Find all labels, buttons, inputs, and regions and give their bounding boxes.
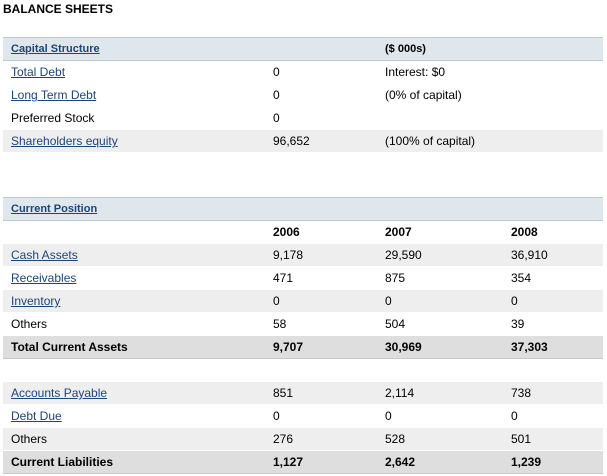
- table-cell: 29,590: [377, 243, 503, 267]
- header-spacer: [503, 197, 603, 221]
- spacer-row: [3, 358, 603, 382]
- table-cell: 0: [265, 404, 377, 428]
- row-label-cell: Shareholders equity: [3, 129, 265, 153]
- table-cell: 528: [377, 427, 503, 451]
- total-debt-link[interactable]: Total Debt: [11, 65, 66, 79]
- table-row: Debt Due 0 0 0: [3, 404, 603, 428]
- empty-cell: [3, 358, 265, 382]
- table-row: Shareholders equity 96,652 (100% of capi…: [3, 129, 603, 153]
- preferred-stock-label: Preferred Stock: [3, 106, 265, 130]
- table-row: Total Debt 0 Interest: $0: [3, 60, 603, 84]
- table-cell: 58: [265, 312, 377, 336]
- total-current-assets-row: Total Current Assets 9,707 30,969 37,303: [3, 335, 603, 359]
- capital-structure-link[interactable]: Capital Structure: [11, 43, 100, 55]
- others-assets-label: Others: [3, 312, 265, 336]
- table-cell: 1,127: [265, 450, 377, 474]
- accounts-payable-link[interactable]: Accounts Payable: [11, 386, 108, 400]
- table-cell: 9,707: [265, 335, 377, 359]
- empty-cell: [503, 106, 603, 130]
- current-position-link[interactable]: Current Position: [11, 203, 98, 215]
- row-label-cell: Long Term Debt: [3, 83, 265, 107]
- capital-unit-label: ($ 000s): [377, 37, 503, 61]
- empty-cell: [503, 358, 603, 382]
- long-term-debt-note: (0% of capital): [377, 83, 503, 107]
- row-label-cell: Cash Assets: [3, 243, 265, 267]
- table-row: Cash Assets 9,178 29,590 36,910: [3, 243, 603, 267]
- current-liabilities-row: Current Liabilities 1,127 2,642 1,239: [3, 450, 603, 474]
- capital-structure-header-cell: Capital Structure: [3, 37, 265, 61]
- page-title: BALANCE SHEETS: [3, 2, 114, 16]
- current-liabilities-label: Current Liabilities: [3, 450, 265, 474]
- shareholders-equity-note: (100% of capital): [377, 129, 503, 153]
- table-row: Accounts Payable 851 2,114 738: [3, 381, 603, 405]
- table-cell: 2,642: [377, 450, 503, 474]
- table-cell: 2,114: [377, 381, 503, 405]
- long-term-debt-link[interactable]: Long Term Debt: [11, 88, 97, 102]
- table-cell: 276: [265, 427, 377, 451]
- table-row: Others 276 528 501: [3, 427, 603, 451]
- preferred-stock-note: [377, 106, 503, 130]
- table-cell: 0: [377, 289, 503, 313]
- table-cell: 37,303: [503, 335, 603, 359]
- empty-cell: [3, 220, 265, 244]
- inventory-link[interactable]: Inventory: [11, 294, 61, 308]
- header-spacer: [265, 37, 377, 61]
- table-row: Preferred Stock 0: [3, 106, 603, 130]
- debt-due-link[interactable]: Debt Due: [11, 409, 62, 423]
- table-cell: 504: [377, 312, 503, 336]
- capital-structure-header: Capital Structure ($ 000s): [3, 37, 603, 61]
- others-liabilities-label: Others: [3, 427, 265, 451]
- row-label-cell: Total Debt: [3, 60, 265, 84]
- current-position-table: Current Position 2006 2007 2008 Cash Ass…: [3, 197, 603, 474]
- table-cell: 875: [377, 266, 503, 290]
- total-debt-note: Interest: $0: [377, 60, 503, 84]
- empty-cell: [503, 83, 603, 107]
- table-row: Long Term Debt 0 (0% of capital): [3, 83, 603, 107]
- table-cell: 30,969: [377, 335, 503, 359]
- empty-cell: [503, 129, 603, 153]
- current-position-header-cell: Current Position: [3, 197, 265, 221]
- row-label-cell: Accounts Payable: [3, 381, 265, 405]
- row-label-cell: Debt Due: [3, 404, 265, 428]
- year-column-header: 2006: [265, 220, 377, 244]
- empty-cell: [503, 60, 603, 84]
- table-cell: 0: [503, 289, 603, 313]
- table-cell: 39: [503, 312, 603, 336]
- table-row: Inventory 0 0 0: [3, 289, 603, 313]
- table-row: Receivables 471 875 354: [3, 266, 603, 290]
- table-cell: 354: [503, 266, 603, 290]
- table-cell: 0: [265, 289, 377, 313]
- empty-cell: [265, 358, 377, 382]
- table-cell: 501: [503, 427, 603, 451]
- table-cell: 9,178: [265, 243, 377, 267]
- total-debt-value: 0: [265, 60, 377, 84]
- header-spacer: [377, 197, 503, 221]
- table-cell: 1,239: [503, 450, 603, 474]
- table-cell: 471: [265, 266, 377, 290]
- row-label-cell: Receivables: [3, 266, 265, 290]
- table-cell: 0: [503, 404, 603, 428]
- year-header-row: 2006 2007 2008: [3, 220, 603, 244]
- year-column-header: 2007: [377, 220, 503, 244]
- table-cell: 851: [265, 381, 377, 405]
- shareholders-equity-value: 96,652: [265, 129, 377, 153]
- year-column-header: 2008: [503, 220, 603, 244]
- cash-assets-link[interactable]: Cash Assets: [11, 248, 78, 262]
- empty-cell: [377, 358, 503, 382]
- header-spacer: [503, 37, 603, 61]
- total-current-assets-label: Total Current Assets: [3, 335, 265, 359]
- row-label-cell: Inventory: [3, 289, 265, 313]
- long-term-debt-value: 0: [265, 83, 377, 107]
- table-cell: 738: [503, 381, 603, 405]
- table-row: Others 58 504 39: [3, 312, 603, 336]
- receivables-link[interactable]: Receivables: [11, 271, 77, 285]
- preferred-stock-value: 0: [265, 106, 377, 130]
- table-cell: 0: [377, 404, 503, 428]
- capital-structure-table: Capital Structure ($ 000s) Total Debt 0 …: [3, 37, 603, 153]
- current-position-header: Current Position: [3, 197, 603, 221]
- header-spacer: [265, 197, 377, 221]
- shareholders-equity-link[interactable]: Shareholders equity: [11, 134, 118, 148]
- table-cell: 36,910: [503, 243, 603, 267]
